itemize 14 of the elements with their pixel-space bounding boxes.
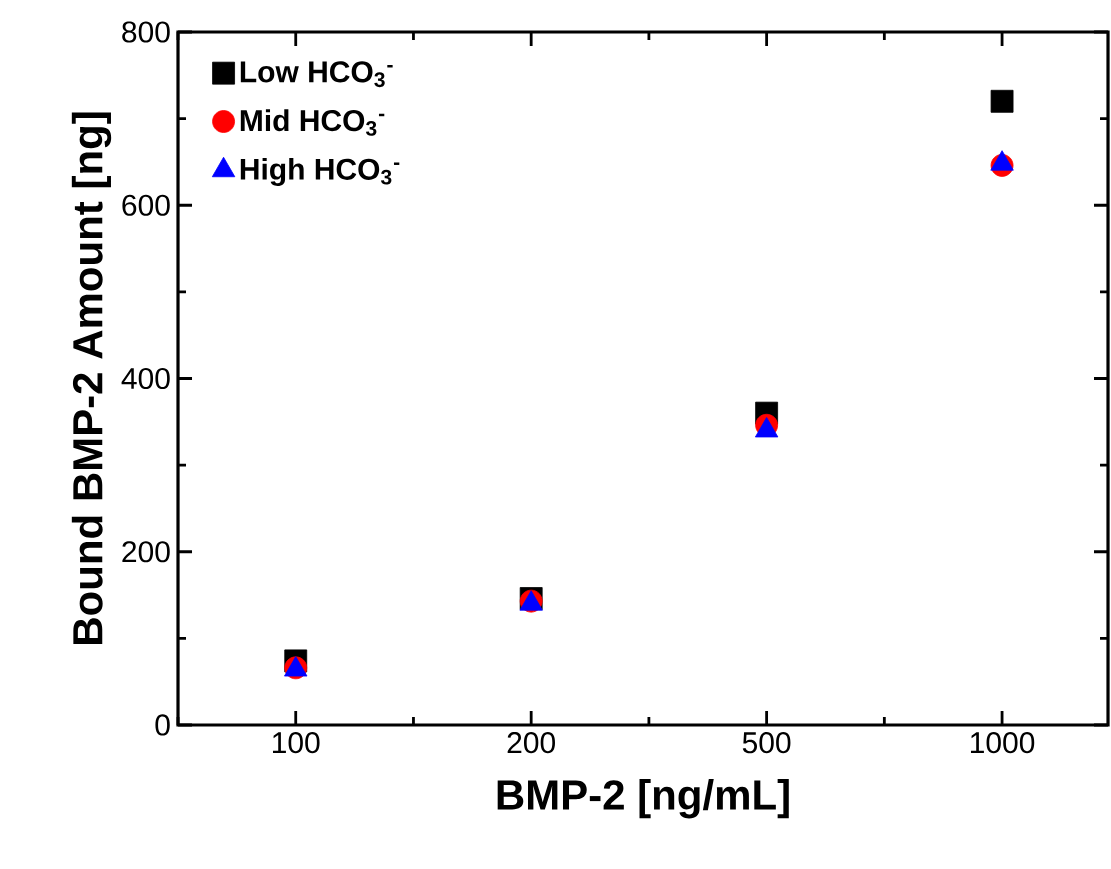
y-tick-label: 400: [121, 367, 170, 390]
y-tick-label: 600: [122, 194, 170, 216]
legend-label: High HCO$_{3}$-: [240, 157, 400, 186]
y-tick-label: 800: [122, 21, 170, 43]
x-axis-title: BMP-2 [ng/mL]: [497, 779, 789, 819]
x-tick-label: 200: [507, 732, 555, 754]
x-tick-label: 100: [272, 732, 320, 754]
x-tick-label: 500: [742, 732, 791, 754]
legend-label: Mid HCO$_{3}$-: [240, 109, 385, 136]
y-axis-title: Bound BMP-2 Amount [ng]: [71, 112, 112, 644]
y-tick-label: 0: [155, 714, 170, 736]
legend-label: Low HCO$_{3}$-: [240, 61, 393, 88]
y-tick-label: 200: [122, 541, 170, 563]
x-tick-label: 1000: [970, 732, 1035, 754]
